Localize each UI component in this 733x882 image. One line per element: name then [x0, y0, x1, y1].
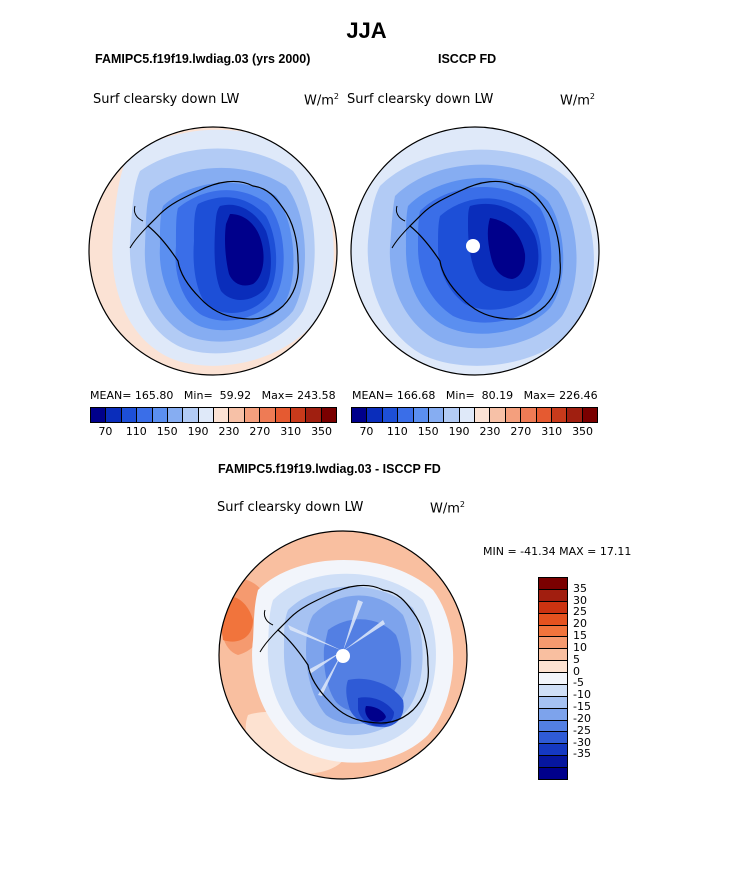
colorbar-cell: [539, 601, 567, 614]
diff-polar-map: [218, 530, 468, 780]
diff-units-label: W/m2: [430, 500, 465, 517]
model-units-label: W/m2: [304, 92, 339, 109]
colorbar-cell: [536, 408, 552, 422]
colorbar-tick-label: 190: [187, 425, 209, 438]
colorbar-cell: [198, 408, 214, 422]
colorbar-tick-label: -20: [573, 711, 591, 725]
model-polar-map: [88, 126, 338, 376]
colorbar-cell: [244, 408, 261, 422]
colorbar-tick-label: 110: [125, 425, 147, 438]
colorbar-tick-label: 70: [359, 425, 374, 438]
colorbar-cell: [91, 408, 107, 422]
colorbar-tick-label: 70: [98, 425, 113, 438]
colorbar-tick-label: -25: [573, 723, 591, 737]
colorbar-cell: [214, 408, 230, 422]
colorbar-tick-label: 350: [572, 425, 594, 438]
colorbar-cell: [539, 589, 567, 602]
colorbar-cell: [137, 408, 153, 422]
colorbar-cell: [505, 408, 522, 422]
colorbar-tick-label: 110: [386, 425, 408, 438]
colorbar-tick-label: 15: [573, 629, 587, 643]
colorbar-tick-label: 190: [448, 425, 470, 438]
colorbar-cell: [321, 408, 336, 422]
colorbar-cell: [539, 578, 567, 590]
colorbar-cell: [367, 408, 383, 422]
colorbar-cell: [490, 408, 506, 422]
colorbar-tick-label: -35: [573, 747, 591, 761]
colorbar-cell: [444, 408, 460, 422]
colorbar-tick-label: 270: [249, 425, 271, 438]
colorbar-cell: [539, 696, 567, 709]
colorbar-cell: [275, 408, 291, 422]
obs-stats: MEAN= 166.68 Min= 80.19 Max= 226.46: [352, 389, 598, 402]
colorbar-cell: [106, 408, 122, 422]
colorbar-cell: [475, 408, 491, 422]
colorbar-cell: [459, 408, 475, 422]
colorbar-tick-label: 310: [541, 425, 563, 438]
obs-variable-label: Surf clearsky down LW: [347, 92, 494, 107]
colorbar-tick-label: 5: [573, 652, 580, 666]
season-title: JJA: [346, 18, 387, 43]
diff-panel-title: FAMIPC5.f19f19.lwdiag.03 - ISCCP FD: [218, 462, 441, 476]
colorbar-cell: [567, 408, 583, 422]
colorbar-tick-label: 10: [573, 640, 587, 654]
colorbar-cell: [539, 649, 567, 662]
colorbar-tick-label: 0: [573, 664, 580, 678]
colorbar-tick-label: -30: [573, 735, 591, 749]
colorbar-cell: [152, 408, 168, 422]
colorbar-cell: [539, 625, 567, 638]
colorbar-tick-label: -10: [573, 688, 591, 702]
colorbar-cell: [582, 408, 597, 422]
colorbar-tick-label: 35: [573, 581, 587, 595]
colorbar-cell: [183, 408, 199, 422]
colorbar-cell: [413, 408, 429, 422]
diff-minmax: MIN = -41.34 MAX = 17.11: [483, 545, 632, 558]
colorbar-cell: [539, 732, 567, 745]
colorbar-cell: [352, 408, 368, 422]
model-colorbar: [90, 407, 337, 423]
colorbar-cell: [290, 408, 307, 422]
colorbar-tick-label: 270: [510, 425, 532, 438]
colorbar-cell: [539, 708, 567, 721]
colorbar-tick-label: 310: [280, 425, 302, 438]
model-variable-label: Surf clearsky down LW: [93, 92, 240, 107]
colorbar-tick-label: -15: [573, 700, 591, 714]
colorbar-cell: [539, 637, 567, 650]
colorbar-tick-label: 30: [573, 593, 587, 607]
colorbar-tick-label: 350: [311, 425, 333, 438]
colorbar-cell: [382, 408, 399, 422]
obs-panel-title: ISCCP FD: [438, 52, 497, 66]
colorbar-cell: [539, 744, 567, 757]
colorbar-tick-label: 25: [573, 605, 587, 619]
diff-colorbar: [538, 577, 568, 780]
colorbar-tick-label: 20: [573, 617, 587, 631]
colorbar-tick-label: 230: [479, 425, 501, 438]
colorbar-cell: [551, 408, 568, 422]
colorbar-cell: [539, 768, 567, 779]
diff-variable-label: Surf clearsky down LW: [217, 500, 364, 515]
colorbar-cell: [428, 408, 445, 422]
colorbar-cell: [539, 720, 567, 733]
colorbar-cell: [121, 408, 138, 422]
colorbar-cell: [539, 661, 567, 673]
obs-polar-map: [350, 126, 600, 376]
colorbar-cell: [539, 684, 567, 697]
colorbar-tick-label: 150: [156, 425, 178, 438]
obs-units-label: W/m2: [560, 92, 595, 109]
colorbar-tick-label: 230: [218, 425, 240, 438]
colorbar-cell: [539, 613, 567, 626]
colorbar-tick-label: 150: [417, 425, 439, 438]
colorbar-cell: [229, 408, 245, 422]
colorbar-cell: [521, 408, 537, 422]
colorbar-cell: [539, 756, 567, 768]
colorbar-tick-label: -5: [573, 676, 584, 690]
colorbar-cell: [260, 408, 276, 422]
colorbar-cell: [398, 408, 414, 422]
model-stats: MEAN= 165.80 Min= 59.92 Max= 243.58: [90, 389, 336, 402]
colorbar-cell: [306, 408, 322, 422]
model-panel-title: FAMIPC5.f19f19.lwdiag.03 (yrs 2000): [95, 52, 311, 66]
colorbar-cell: [539, 673, 567, 685]
obs-colorbar: [351, 407, 598, 423]
colorbar-cell: [167, 408, 184, 422]
